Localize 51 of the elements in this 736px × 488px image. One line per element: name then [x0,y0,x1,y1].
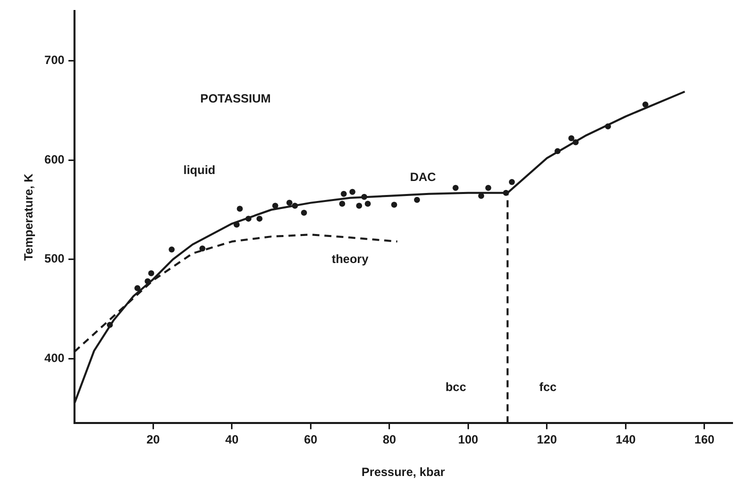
point [414,196,420,203]
x-tick-label: 40 [225,432,239,447]
annotation: bcc [445,380,466,394]
x-tick-label: 120 [536,432,558,447]
y-tick-label: 500 [44,252,65,266]
point [339,200,346,207]
annotation: fcc [539,380,557,394]
y-tick-label: 700 [44,53,65,68]
point [568,135,574,142]
y-tick-label: 400 [44,350,65,365]
x-axis-title: Pressure, kbar [362,465,446,480]
point [364,200,371,207]
point [604,123,611,130]
y-tick-label: 600 [44,152,65,166]
point [144,278,151,284]
annotation: liquid [183,162,216,177]
x-tick-label: 140 [616,432,636,447]
point [199,245,206,252]
x-tick-label: 80 [382,432,396,447]
point [148,270,154,276]
point [572,139,579,146]
point [361,194,368,200]
point [106,322,113,328]
point [256,216,262,222]
point [554,148,561,154]
point [286,200,292,206]
point [485,184,492,191]
x-tick-label: 60 [304,432,318,447]
point [340,190,347,197]
point [356,202,362,209]
point [134,285,140,292]
x-tick-label: 100 [458,432,479,447]
point [245,216,252,222]
point [452,184,459,191]
point [236,206,243,212]
point [642,102,648,108]
point [508,178,515,185]
point [391,202,398,208]
y-axis-title: Temperature, K [22,173,36,261]
point [168,246,175,252]
point [300,210,307,216]
series-label: theory [332,252,369,266]
annotation: POTASSIUM [200,91,271,106]
point [272,202,278,209]
annotation: DAC [410,170,436,184]
point [234,222,240,228]
x-tick-label: 160 [694,432,715,447]
point [349,188,356,195]
point [502,190,509,196]
x-tick-label: 20 [146,432,160,447]
point [292,202,298,209]
